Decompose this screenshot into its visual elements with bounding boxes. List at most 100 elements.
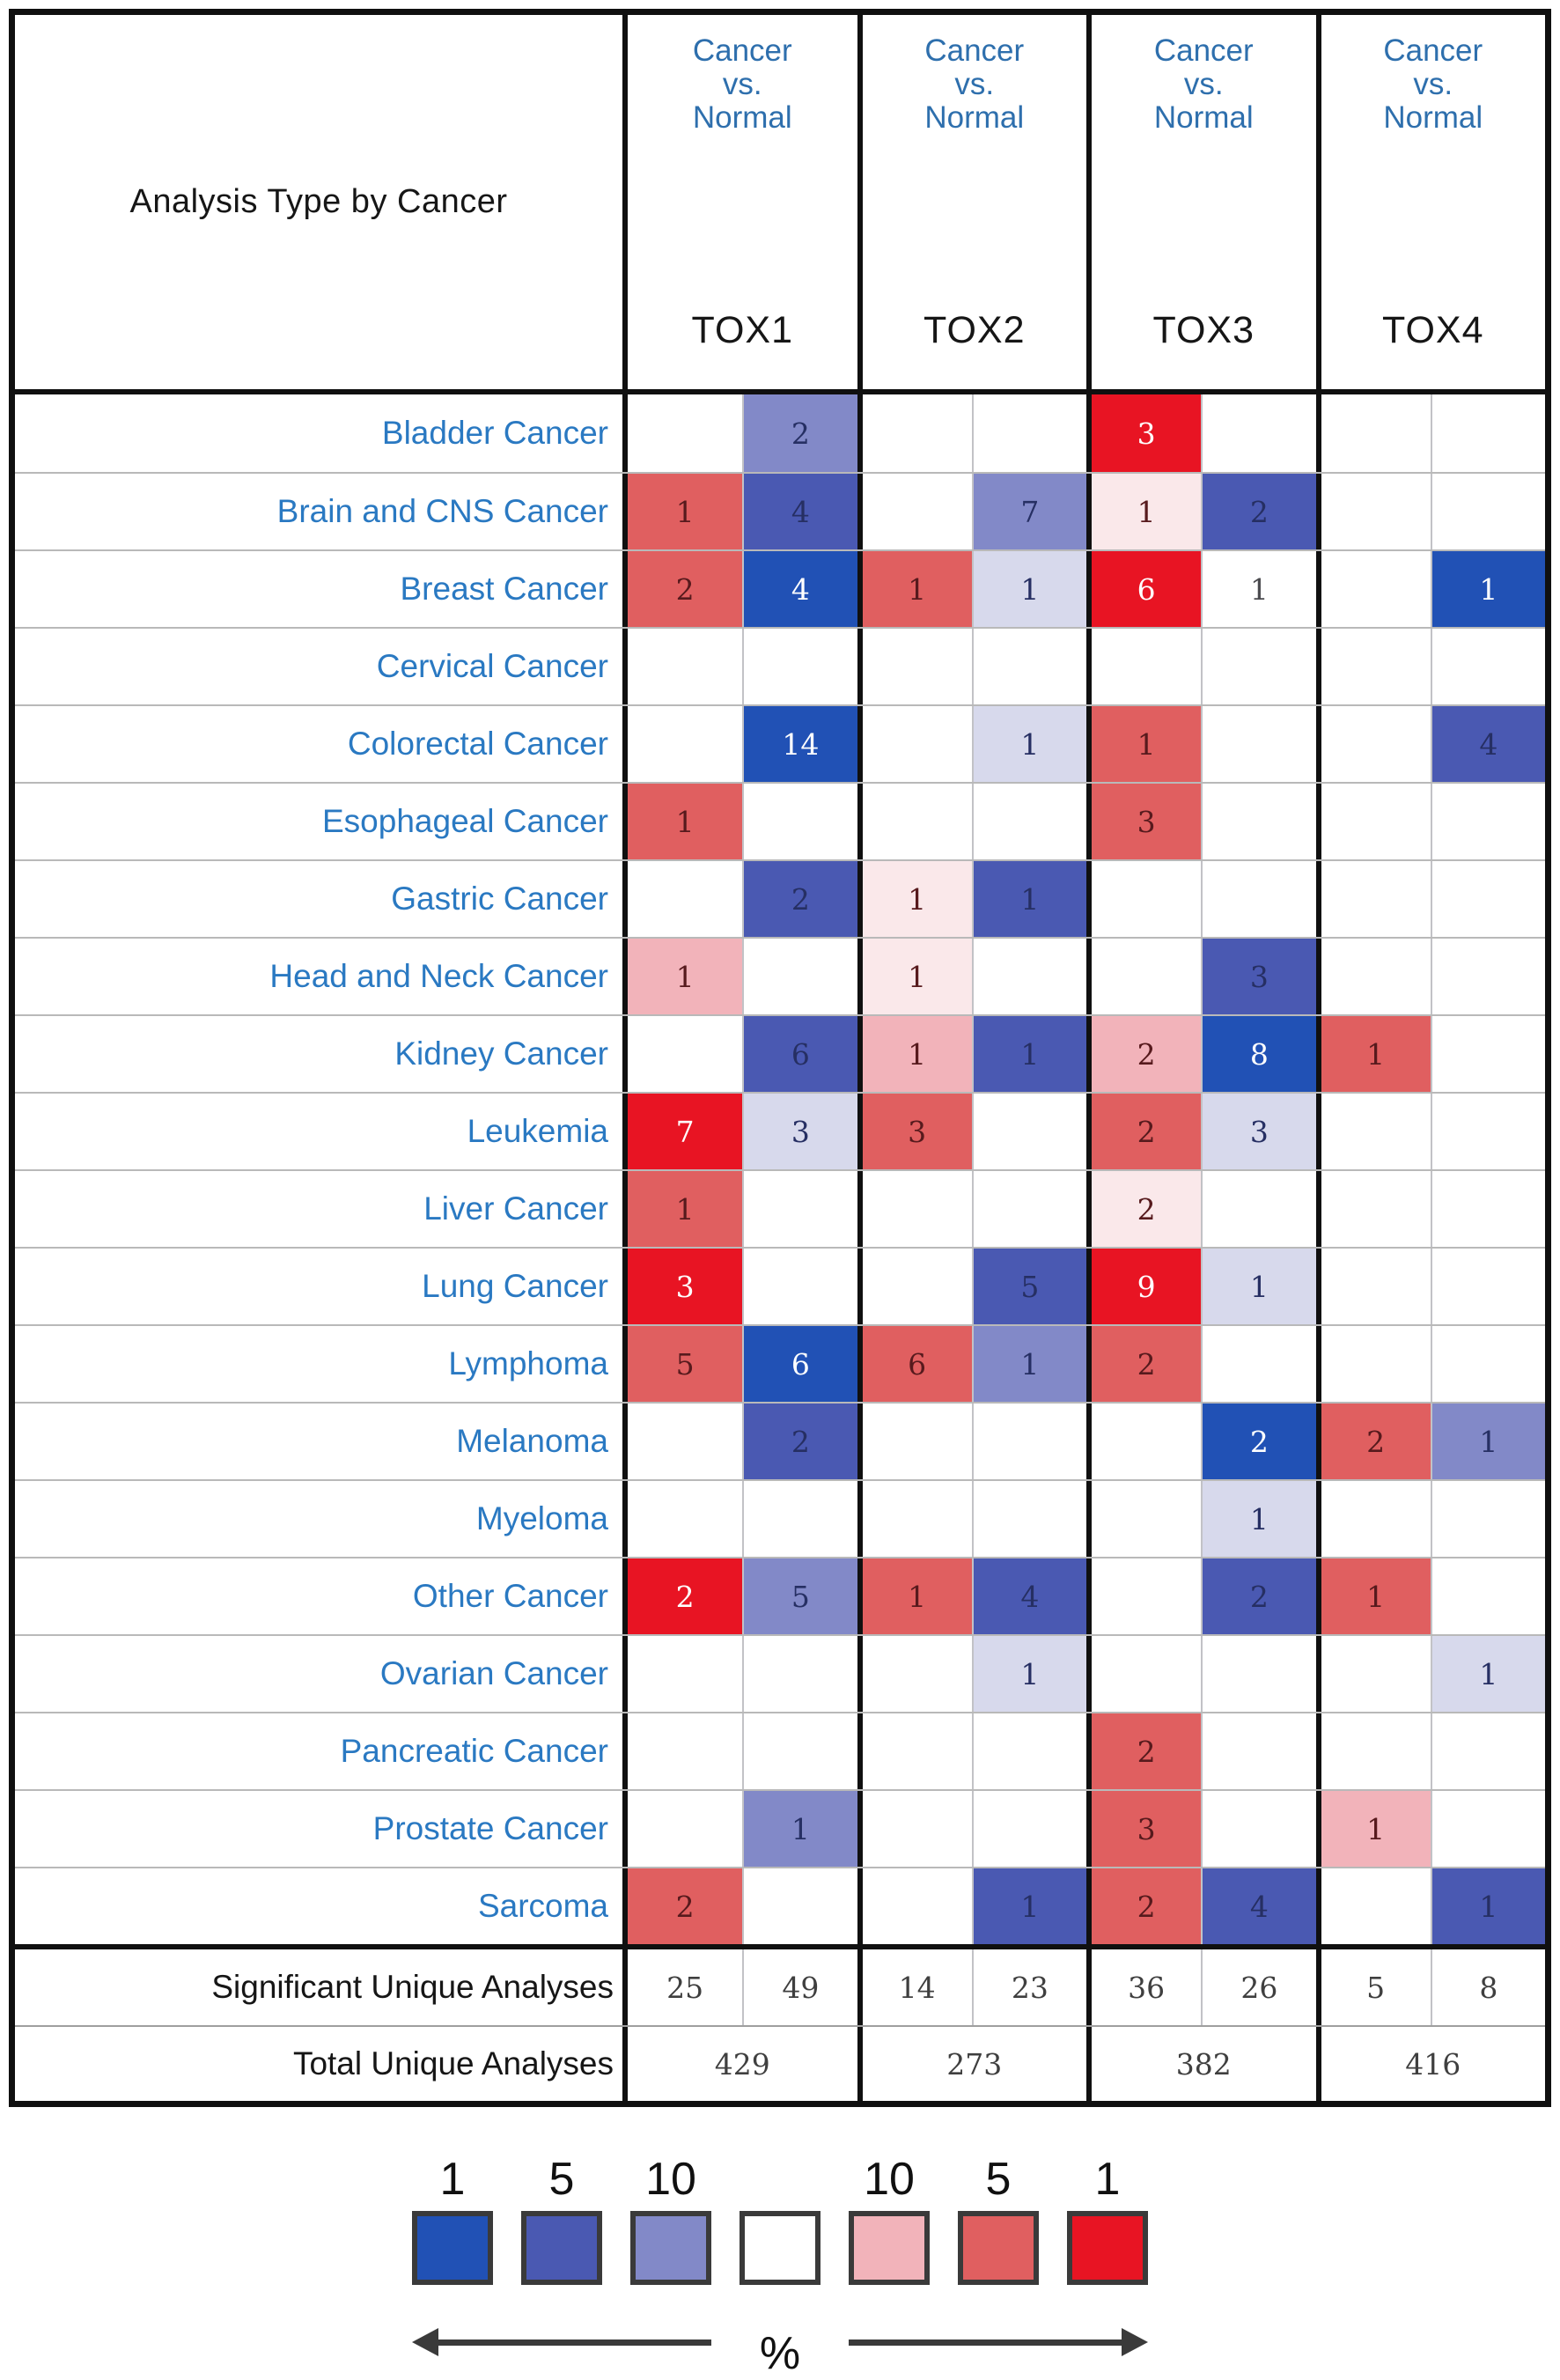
heatmap-cell [1201, 784, 1315, 859]
row-label: Esophageal Cancer [15, 784, 628, 859]
heatmap-cell [1315, 939, 1431, 1014]
heatmap-cell [1430, 1016, 1545, 1092]
legend-scale-label: 10 [864, 2154, 915, 2205]
heatmap-cell: 1 [857, 1558, 972, 1634]
heatmap-cell [857, 1249, 972, 1324]
heatmap-cell: 2 [628, 1558, 743, 1634]
heatmap-cell: 1 [1201, 1249, 1316, 1324]
heatmap-cell: 1 [1430, 1636, 1545, 1712]
heatmap-cell [857, 1868, 972, 1944]
heatmap-cell: 4 [742, 551, 857, 627]
heatmap-cell [628, 629, 742, 704]
heatmap-cell [1430, 394, 1545, 472]
heatmap-cell [742, 1636, 857, 1712]
column-group-header: Cancer vs. Normal TOX1 [628, 15, 857, 389]
heatmap-cell [742, 939, 857, 1014]
row-label: Leukemia [15, 1094, 628, 1169]
heatmap-cell [1430, 1094, 1545, 1169]
heatmap-cell [1201, 1326, 1315, 1402]
row-label: Bladder Cancer [15, 394, 628, 472]
row-label: Gastric Cancer [15, 861, 628, 937]
cancer-row: Gastric Cancer 2 1 1 [15, 859, 1545, 937]
heatmap-cell [1315, 1171, 1431, 1247]
heatmap-cell [742, 1481, 857, 1557]
comparison-label: Cancer vs. Normal [924, 33, 1025, 135]
heatmap-cell: 2 [1086, 1326, 1202, 1402]
heatmap-cell: 2 [1086, 1094, 1202, 1169]
cancer-row: Lymphoma 5 6 6 1 2 [15, 1324, 1545, 1402]
heatmap-cell [1201, 1791, 1315, 1867]
comparison-label: Cancer vs. Normal [692, 33, 792, 135]
heatmap-cell [857, 784, 972, 859]
cancer-row: Bladder Cancer 2 3 [15, 394, 1545, 472]
heatmap-cell: 1 [628, 784, 743, 859]
heatmap-cell [971, 394, 1086, 472]
cancer-row: Melanoma 2 2 2 1 [15, 1402, 1545, 1479]
heatmap-cell: 4 [742, 474, 857, 549]
legend-box [849, 2211, 930, 2285]
heatmap-cell [971, 784, 1086, 859]
heatmap-cell: 4 [1430, 706, 1545, 782]
significant-row: Significant Unique Analyses 25 49 14 23 36 26… [15, 1949, 1545, 2025]
row-label: Pancreatic Cancer [15, 1713, 628, 1789]
cancer-row: Cervical Cancer [15, 627, 1545, 704]
row-label: Prostate Cancer [15, 1791, 628, 1867]
heatmap-cell [1201, 1713, 1315, 1789]
heatmap-cell: 1 [971, 1636, 1086, 1712]
heatmap-cell [628, 861, 742, 937]
row-label: Myeloma [15, 1481, 628, 1557]
total-value: 382 [1086, 2027, 1316, 2101]
significant-label: Significant Unique Analyses [15, 1949, 628, 2025]
heatmap-cell [857, 1481, 972, 1557]
heatmap-cell: 2 [628, 1868, 743, 1944]
heatmap-cell [1430, 1791, 1545, 1867]
row-label: Head and Neck Cancer [15, 939, 628, 1014]
cancer-row: Sarcoma 2 1 2 4 1 [15, 1867, 1545, 1944]
heatmap-cell: 3 [857, 1094, 972, 1169]
row-label: Cervical Cancer [15, 629, 628, 704]
row-label: Colorectal Cancer [15, 706, 628, 782]
gene-label: TOX3 [1152, 309, 1255, 351]
heatmap-cell: 6 [742, 1016, 857, 1092]
heatmap-cell: 1 [971, 861, 1086, 937]
cancer-row: Pancreatic Cancer 2 [15, 1712, 1545, 1789]
heatmap-cell [628, 1791, 742, 1867]
cancer-row: Brain and CNS Cancer 1 4 7 1 2 [15, 472, 1545, 549]
heatmap-cell [857, 1171, 972, 1247]
heatmap-cell [1430, 939, 1545, 1014]
legend-scale-label: 10 [645, 2154, 696, 2205]
heatmap-cell: 14 [742, 706, 857, 782]
heatmap-cell [1430, 784, 1545, 859]
right-arrow-icon [849, 2328, 1148, 2356]
heatmap-cell: 2 [1201, 1558, 1316, 1634]
total-label: Total Unique Analyses [15, 2027, 628, 2101]
heatmap-cell [857, 1791, 972, 1867]
heatmap-cell [1430, 1326, 1545, 1402]
heatmap-cell: 3 [628, 1249, 743, 1324]
heatmap-cell [971, 629, 1086, 704]
heatmap-cell [1315, 629, 1431, 704]
heatmap-cell [857, 1713, 972, 1789]
heatmap-cell: 1 [971, 551, 1086, 627]
heatmap-cell [742, 629, 857, 704]
heatmap-cell: 6 [742, 1326, 857, 1402]
heatmap-cell [742, 784, 857, 859]
cancer-row: Kidney Cancer 6 1 1 2 8 1 [15, 1014, 1545, 1092]
heatmap-cell [1201, 629, 1315, 704]
heatmap-cell [971, 939, 1086, 1014]
heatmap-cell: 6 [1086, 551, 1202, 627]
heatmap-body: Bladder Cancer 2 3 Brain and CNS Cancer 1 4 7 1… [15, 389, 1545, 1944]
heatmap-cell [971, 1713, 1086, 1789]
heatmap-cell [857, 706, 972, 782]
table-header: Analysis Type by Cancer Cancer vs. Norma… [15, 15, 1545, 389]
heatmap-cell: 5 [628, 1326, 743, 1402]
heatmap-cell: 2 [1086, 1016, 1202, 1092]
cancer-row: Colorectal Cancer 14 1 1 4 [15, 704, 1545, 782]
heatmap-cell [1315, 1326, 1431, 1402]
heatmap-cell: 1 [971, 1016, 1086, 1092]
heatmap-cell [1430, 629, 1545, 704]
heatmap-cell [1201, 706, 1315, 782]
heatmap-cell: 1 [1315, 1791, 1431, 1867]
significant-value: 5 [1315, 1949, 1431, 2025]
total-value: 273 [857, 2027, 1087, 2101]
